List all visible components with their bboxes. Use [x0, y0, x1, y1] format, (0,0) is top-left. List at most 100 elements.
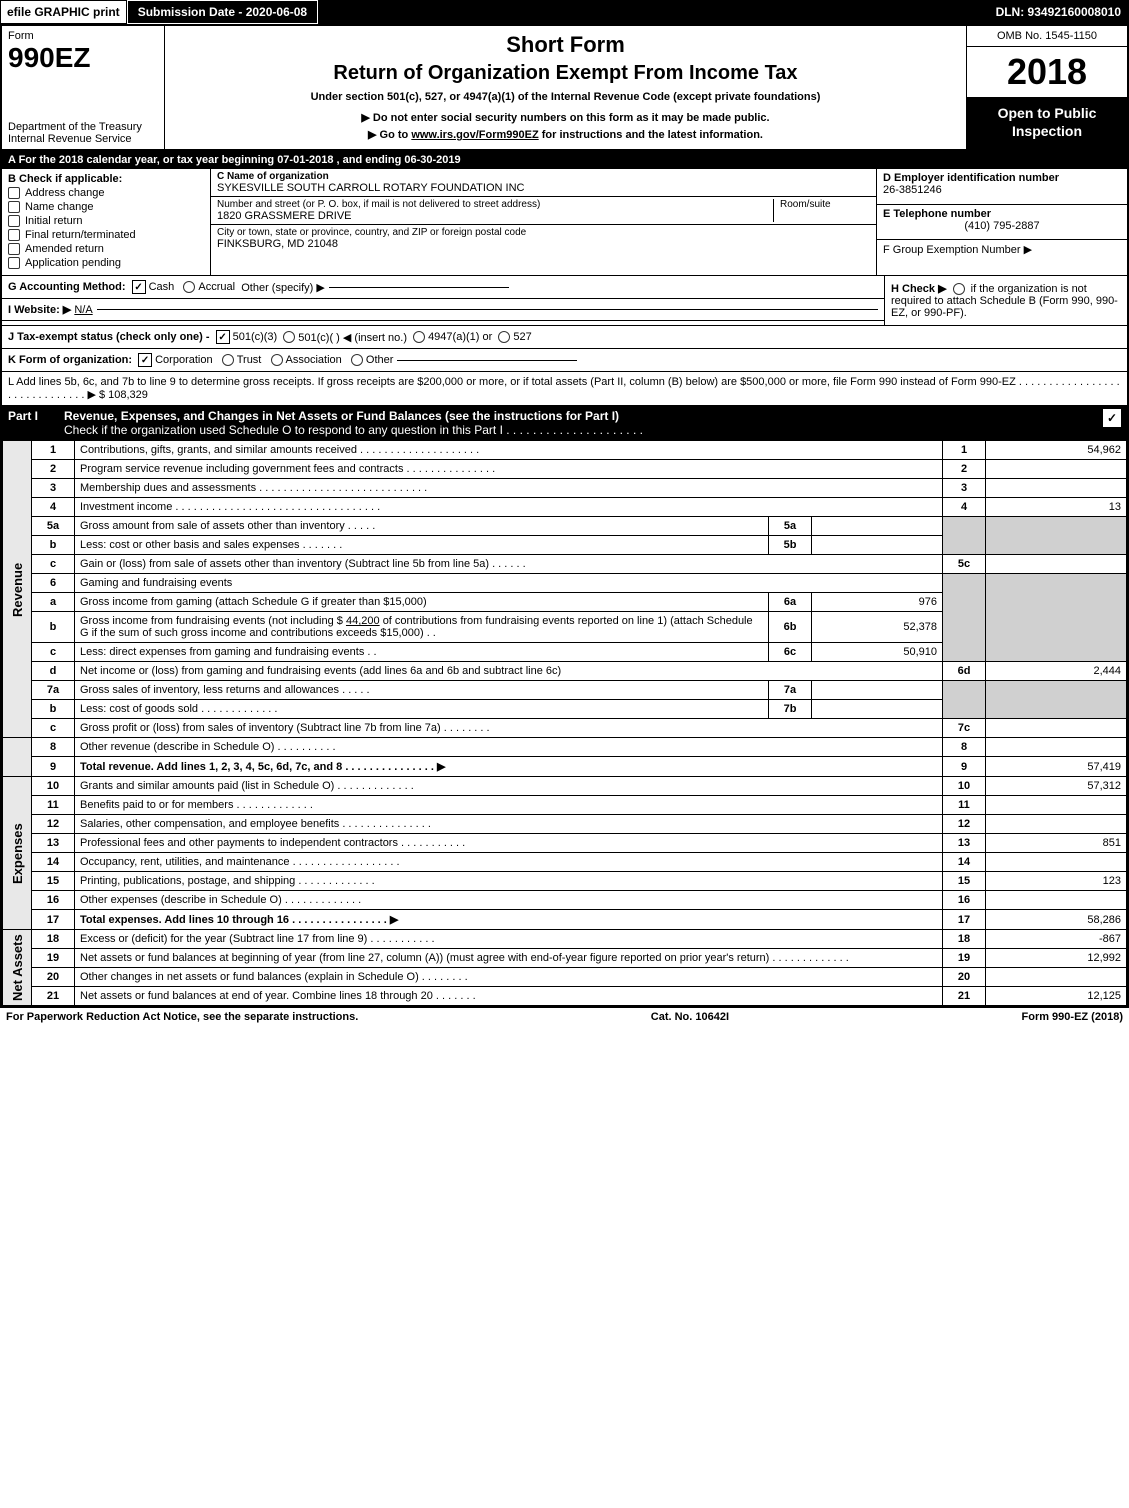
line-num: 1: [32, 441, 75, 460]
line-desc: Less: cost of goods sold . . . . . . . .…: [75, 700, 769, 719]
footer-mid: Cat. No. 10642I: [651, 1011, 729, 1023]
cb-final-return[interactable]: Final return/terminated: [8, 229, 204, 241]
desc-underline: 44,200: [346, 615, 380, 627]
line-amount: [986, 719, 1127, 738]
line-desc: Occupancy, rent, utilities, and maintena…: [75, 853, 943, 872]
table-row: 4 Investment income . . . . . . . . . . …: [3, 498, 1127, 517]
k-corp-checkbox[interactable]: [138, 353, 152, 367]
line-amount: 54,962: [986, 441, 1127, 460]
cb-address-change[interactable]: Address change: [8, 187, 204, 199]
k-opt2: Trust: [237, 354, 262, 366]
f-label: F Group Exemption Number ▶: [883, 243, 1121, 256]
j-4947-radio[interactable]: [413, 331, 425, 343]
org-city-row: City or town, state or province, country…: [211, 225, 876, 275]
j-501c3-checkbox[interactable]: [216, 330, 230, 344]
line-desc: Gross sales of inventory, less returns a…: [75, 681, 769, 700]
line-ref: 15: [943, 872, 986, 891]
form-number: 990EZ: [8, 42, 158, 74]
desc-part1: Gross income from fundraising events (no…: [80, 615, 343, 627]
line-num: 4: [32, 498, 75, 517]
return-title: Return of Organization Exempt From Incom…: [175, 62, 956, 85]
accrual-radio[interactable]: [183, 281, 195, 293]
line-ref: 13: [943, 834, 986, 853]
part1-title: Revenue, Expenses, and Changes in Net As…: [64, 409, 1103, 437]
efile-label[interactable]: efile GRAPHIC print: [0, 0, 127, 24]
sub-num: 7a: [769, 681, 812, 700]
line-num: d: [32, 662, 75, 681]
omb-number: OMB No. 1545-1150: [967, 26, 1127, 47]
line-amount: [986, 738, 1127, 757]
d-row: D Employer identification number 26-3851…: [877, 169, 1127, 205]
h-box: H Check ▶ if the organization is not req…: [884, 276, 1127, 325]
l-row: L Add lines 5b, 6c, and 7b to line 9 to …: [2, 372, 1127, 406]
sub-num: 5a: [769, 517, 812, 536]
cb-label: Initial return: [25, 215, 82, 227]
line-num: b: [32, 536, 75, 555]
header-center: Short Form Return of Organization Exempt…: [165, 26, 966, 149]
g-label: G Accounting Method:: [8, 281, 126, 293]
cb-initial-return[interactable]: Initial return: [8, 215, 204, 227]
footer-row: For Paperwork Reduction Act Notice, see …: [0, 1008, 1129, 1026]
cb-label: Application pending: [25, 257, 121, 269]
line-num: 5a: [32, 517, 75, 536]
table-row: 8 Other revenue (describe in Schedule O)…: [3, 738, 1127, 757]
e-label: E Telephone number: [883, 208, 1121, 220]
line-amount: 58,286: [986, 910, 1127, 930]
org-info: C Name of organization SYKESVILLE SOUTH …: [211, 169, 876, 275]
revenue-side-label: Revenue: [3, 441, 32, 738]
line-ref: 17: [943, 910, 986, 930]
cb-application-pending[interactable]: Application pending: [8, 257, 204, 269]
period-row: A For the 2018 calendar year, or tax yea…: [2, 151, 1127, 169]
line-amount: [986, 796, 1127, 815]
j-opt3: 4947(a)(1) or: [428, 331, 492, 343]
i-row: I Website: ▶ N/A: [2, 298, 884, 321]
footer-right: Form 990-EZ (2018): [1022, 1011, 1123, 1023]
line-desc: Grants and similar amounts paid (list in…: [75, 777, 943, 796]
line-amount: [986, 815, 1127, 834]
h-radio[interactable]: [953, 283, 965, 295]
j-527-radio[interactable]: [498, 331, 510, 343]
form-header: Form 990EZ Department of the Treasury In…: [2, 26, 1127, 151]
k-opt1: Corporation: [155, 354, 212, 366]
line-desc: Investment income . . . . . . . . . . . …: [75, 498, 943, 517]
line-num: b: [32, 700, 75, 719]
line-amount: 57,419: [986, 757, 1127, 777]
cb-amended-return[interactable]: Amended return: [8, 243, 204, 255]
line-num: 6: [32, 574, 75, 593]
info-row: B Check if applicable: Address change Na…: [2, 169, 1127, 276]
table-row: 2 Program service revenue including gove…: [3, 460, 1127, 479]
line-ref: 1: [943, 441, 986, 460]
line-desc: Contributions, gifts, grants, and simila…: [75, 441, 943, 460]
line-ref: 20: [943, 968, 986, 987]
k-row: K Form of organization: Corporation Trus…: [2, 349, 1127, 372]
website-blank: [97, 309, 878, 310]
line-ref: 8: [943, 738, 986, 757]
cb-name-change[interactable]: Name change: [8, 201, 204, 213]
e-row: E Telephone number (410) 795-2887: [877, 205, 1127, 241]
irs-link[interactable]: www.irs.gov/Form990EZ: [411, 129, 538, 141]
table-row: 6 Gaming and fundraising events: [3, 574, 1127, 593]
k-other-radio[interactable]: [351, 354, 363, 366]
top-bar: efile GRAPHIC print Submission Date - 20…: [0, 0, 1129, 24]
line-desc: Total revenue. Add lines 1, 2, 3, 4, 5c,…: [75, 757, 943, 777]
cash-checkbox[interactable]: [132, 280, 146, 294]
org-name-row: C Name of organization SYKESVILLE SOUTH …: [211, 169, 876, 197]
table-row: 19 Net assets or fund balances at beginn…: [3, 949, 1127, 968]
line-num: 9: [32, 757, 75, 777]
line-amount: 13: [986, 498, 1127, 517]
line-num: c: [32, 555, 75, 574]
room-label: Room/suite: [780, 199, 870, 210]
k-assoc-radio[interactable]: [271, 354, 283, 366]
k-trust-radio[interactable]: [222, 354, 234, 366]
j-501c-radio[interactable]: [283, 331, 295, 343]
line-amount: [986, 891, 1127, 910]
line-num: 3: [32, 479, 75, 498]
l-text: L Add lines 5b, 6c, and 7b to line 9 to …: [8, 376, 1121, 401]
other-blank: [329, 287, 509, 288]
part1-checkbox[interactable]: ✓: [1103, 409, 1121, 427]
line-num: 2: [32, 460, 75, 479]
line-num: 20: [32, 968, 75, 987]
table-row: c Gain or (loss) from sale of assets oth…: [3, 555, 1127, 574]
line-desc: Net assets or fund balances at end of ye…: [75, 987, 943, 1006]
cb-label: Name change: [25, 201, 94, 213]
